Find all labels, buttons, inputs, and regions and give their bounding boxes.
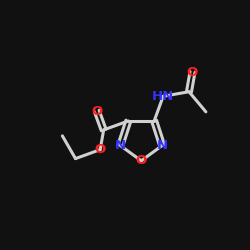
Text: HN: HN bbox=[152, 90, 174, 103]
Text: N: N bbox=[115, 139, 126, 152]
Text: N: N bbox=[156, 139, 168, 152]
Text: O: O bbox=[136, 154, 147, 167]
Text: O: O bbox=[91, 105, 102, 118]
Text: O: O bbox=[94, 143, 106, 156]
Text: O: O bbox=[187, 66, 198, 78]
